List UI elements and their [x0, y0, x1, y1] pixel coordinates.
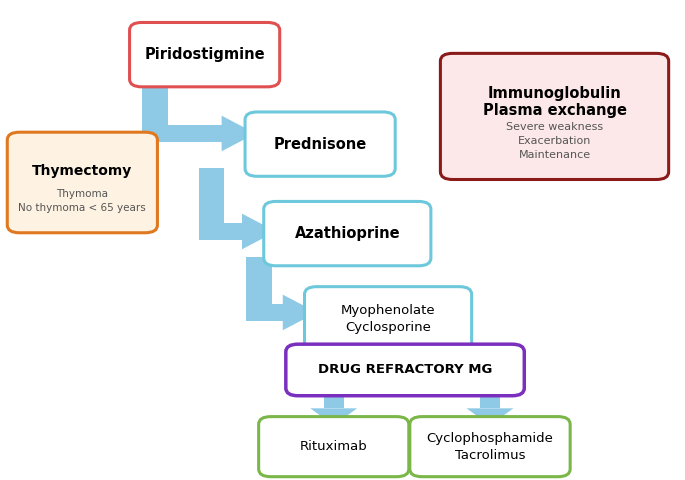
Text: Myophenolate
Cyclosporine: Myophenolate Cyclosporine [340, 304, 436, 334]
Polygon shape [466, 408, 514, 425]
Text: Thymectomy: Thymectomy [32, 164, 132, 179]
Text: Immunoglobulin
Plasma exchange: Immunoglobulin Plasma exchange [482, 86, 627, 118]
FancyBboxPatch shape [245, 112, 395, 176]
Text: Azathioprine: Azathioprine [295, 226, 400, 241]
FancyBboxPatch shape [264, 202, 431, 266]
Polygon shape [142, 78, 168, 125]
Polygon shape [142, 125, 222, 142]
FancyBboxPatch shape [410, 417, 570, 477]
Text: Severe weakness
Exacerbation
Maintenance: Severe weakness Exacerbation Maintenance [506, 122, 603, 160]
Polygon shape [242, 214, 276, 249]
FancyBboxPatch shape [440, 53, 669, 180]
Text: Piridostigmine: Piridostigmine [145, 47, 265, 62]
Text: Prednisone: Prednisone [273, 137, 366, 152]
Polygon shape [246, 304, 283, 321]
FancyBboxPatch shape [129, 23, 279, 87]
Polygon shape [199, 223, 242, 240]
FancyBboxPatch shape [286, 344, 524, 396]
Polygon shape [310, 408, 357, 425]
FancyBboxPatch shape [8, 132, 158, 233]
Text: DRUG REFRACTORY MG: DRUG REFRACTORY MG [318, 363, 493, 376]
FancyBboxPatch shape [259, 417, 409, 477]
Polygon shape [479, 388, 500, 408]
FancyBboxPatch shape [305, 287, 472, 351]
Polygon shape [323, 388, 344, 408]
Polygon shape [283, 295, 316, 330]
Text: Thymoma
No thymoma < 65 years: Thymoma No thymoma < 65 years [18, 189, 146, 213]
Text: Rituximab: Rituximab [300, 440, 368, 453]
Text: Cyclophosphamide
Tacrolimus: Cyclophosphamide Tacrolimus [427, 432, 553, 462]
Polygon shape [199, 168, 225, 223]
Polygon shape [222, 116, 256, 151]
Polygon shape [246, 257, 272, 304]
